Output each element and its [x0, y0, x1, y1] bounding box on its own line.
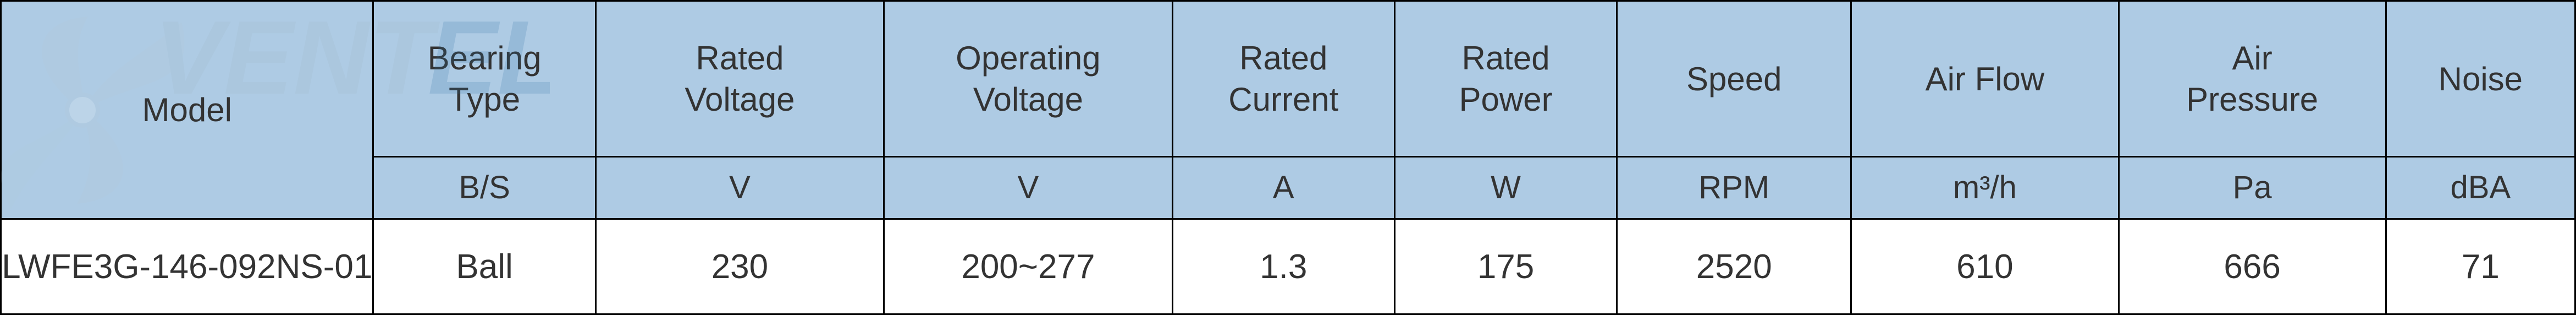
cell-airpres: 666 — [2119, 219, 2386, 314]
col-header-model: Model — [1, 1, 373, 219]
cell-rvolt: 230 — [595, 219, 884, 314]
unit-rcurrent: A — [1273, 170, 1294, 205]
unit-row: B/S V V A W RPM m³/h Pa dBA — [1, 157, 2575, 219]
col-title-speed: Speed — [1686, 61, 1782, 97]
val-rvolt: 230 — [711, 248, 768, 286]
unit-ovolt: V — [1018, 170, 1039, 205]
col-title-ovolt: OperatingVoltage — [956, 40, 1101, 118]
unit-bearing: B/S — [459, 170, 510, 205]
col-header-speed: Speed — [1617, 1, 1851, 157]
col-header-noise: Noise — [2386, 1, 2575, 157]
cell-ovolt: 200~277 — [884, 219, 1172, 314]
col-header-ovolt: OperatingVoltage — [884, 1, 1172, 157]
unit-rvolt: V — [729, 170, 751, 205]
val-model: LWFE3G-146-092NS-01 — [2, 248, 372, 286]
val-speed: 2520 — [1696, 248, 1772, 286]
spec-sheet-wrapper: VENT EL Model BearingType RatedVoltage O… — [0, 0, 2576, 310]
col-header-rvolt: RatedVoltage — [595, 1, 884, 157]
col-header-rcurrent: RatedCurrent — [1172, 1, 1394, 157]
col-header-airflow: Air Flow — [1851, 1, 2119, 157]
col-unit-rcurrent: A — [1172, 157, 1394, 219]
val-rpower: 175 — [1477, 248, 1534, 286]
table-row: LWFE3G-146-092NS-01 Ball 230 200~277 1.3… — [1, 219, 2575, 314]
val-rcurrent: 1.3 — [1260, 248, 1307, 286]
cell-model: LWFE3G-146-092NS-01 — [1, 219, 373, 314]
cell-speed: 2520 — [1617, 219, 1851, 314]
col-unit-speed: RPM — [1617, 157, 1851, 219]
col-unit-ovolt: V — [884, 157, 1172, 219]
spec-table-body: LWFE3G-146-092NS-01 Ball 230 200~277 1.3… — [1, 219, 2575, 314]
col-header-rpower: RatedPower — [1394, 1, 1617, 157]
col-unit-rvolt: V — [595, 157, 884, 219]
spec-table-head: Model BearingType RatedVoltage Operating… — [1, 1, 2575, 219]
col-title-rvolt: RatedVoltage — [685, 40, 795, 118]
val-bearing: Ball — [456, 248, 512, 286]
col-unit-noise: dBA — [2386, 157, 2575, 219]
val-noise: 71 — [2462, 248, 2500, 286]
col-title-rcurrent: RatedCurrent — [1228, 40, 1338, 118]
col-title-airpres: AirPressure — [2186, 40, 2318, 118]
col-title-airflow: Air Flow — [1926, 61, 2045, 97]
col-title-rpower: RatedPower — [1459, 40, 1553, 118]
col-unit-airflow: m³/h — [1851, 157, 2119, 219]
cell-rcurrent: 1.3 — [1172, 219, 1394, 314]
unit-noise: dBA — [2451, 170, 2511, 205]
cell-noise: 71 — [2386, 219, 2575, 314]
col-unit-bearing: B/S — [373, 157, 595, 219]
unit-airpres: Pa — [2233, 170, 2272, 205]
col-unit-rpower: W — [1394, 157, 1617, 219]
unit-airflow: m³/h — [1953, 170, 2017, 205]
val-airflow: 610 — [1956, 248, 2013, 286]
col-title-model: Model — [142, 91, 232, 128]
col-header-bearing: BearingType — [373, 1, 595, 157]
col-unit-airpres: Pa — [2119, 157, 2386, 219]
unit-rpower: W — [1491, 170, 1521, 205]
header-row: Model BearingType RatedVoltage Operating… — [1, 1, 2575, 157]
cell-airflow: 610 — [1851, 219, 2119, 314]
val-ovolt: 200~277 — [961, 248, 1095, 286]
col-title-noise: Noise — [2439, 61, 2523, 97]
spec-table: Model BearingType RatedVoltage Operating… — [0, 0, 2576, 315]
col-header-airpres: AirPressure — [2119, 1, 2386, 157]
cell-rpower: 175 — [1394, 219, 1617, 314]
col-title-bearing: BearingType — [428, 40, 542, 118]
cell-bearing: Ball — [373, 219, 595, 314]
val-airpres: 666 — [2224, 248, 2280, 286]
unit-speed: RPM — [1698, 170, 1769, 205]
